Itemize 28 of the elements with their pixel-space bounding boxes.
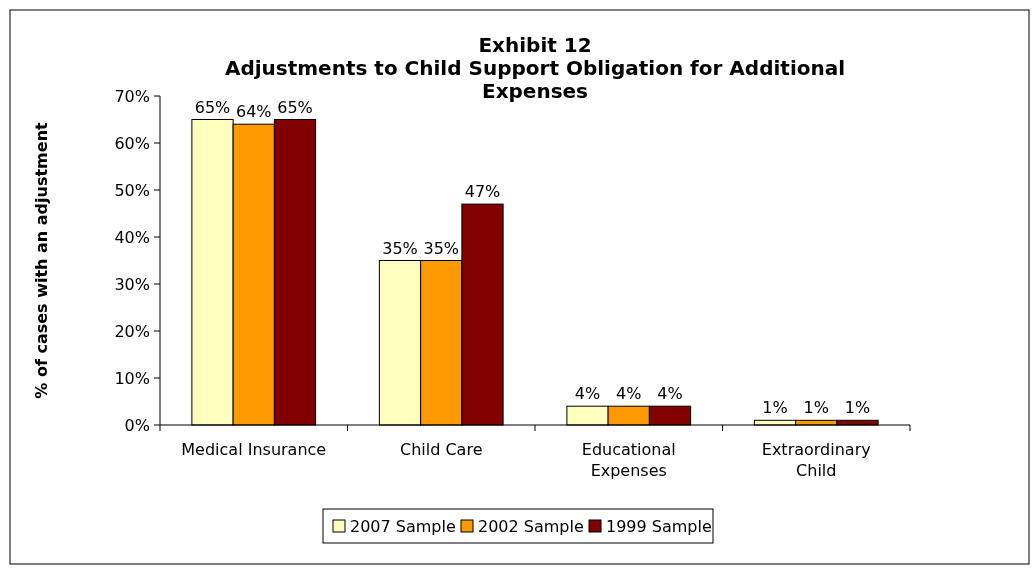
data-label: 1%: [803, 398, 829, 418]
y-tick-label: 20%: [114, 321, 150, 341]
y-axis-title: % of cases with an adjustment: [32, 121, 51, 399]
y-tick-label: 10%: [114, 368, 150, 388]
data-label: 4%: [574, 384, 601, 404]
data-label: 65%: [277, 97, 313, 117]
y-tick-label: 0%: [124, 415, 150, 435]
x-tick-label: Extraordinary Child: [761, 440, 871, 480]
data-label: 4%: [657, 384, 683, 404]
data-label: 1%: [844, 398, 871, 418]
data-label: 47%: [464, 182, 501, 202]
data-label: 4%: [616, 384, 642, 404]
y-tick-label: 40%: [114, 227, 150, 247]
legend-label: 2002 Sample: [478, 516, 584, 536]
legend-label: 1999 Sample: [606, 516, 712, 536]
data-label: 35%: [382, 238, 418, 258]
data-label: 1%: [762, 398, 788, 418]
y-tick-label: 50%: [114, 180, 150, 200]
x-tick-label: Medical Insurance: [181, 440, 327, 459]
data-label: 65%: [194, 97, 231, 117]
data-label: 64%: [235, 102, 272, 122]
y-tick-label: 60%: [114, 133, 150, 153]
legend-label: 2007 Sample: [350, 516, 456, 536]
y-tick-label: 70%: [114, 86, 150, 106]
data-label: 35%: [423, 238, 460, 258]
x-tick-label: Educational Expenses: [581, 440, 676, 480]
x-tick-label: Child Care: [400, 440, 483, 459]
y-tick-label: 30%: [114, 274, 150, 294]
